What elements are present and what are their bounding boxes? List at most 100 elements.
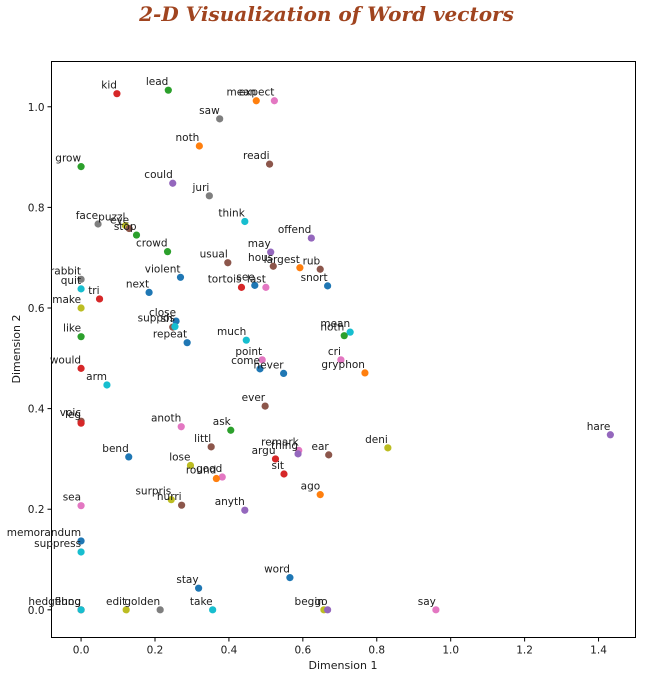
point-flung [77, 606, 85, 614]
point-rabbit [77, 275, 85, 283]
x-tick-label: 0.2 [147, 645, 164, 657]
point-stay [195, 584, 203, 592]
point-anoth [177, 423, 185, 431]
point-deni [384, 444, 392, 452]
data-points [77, 86, 614, 614]
point-label-go: go [315, 596, 328, 608]
point-gryphon [361, 369, 369, 377]
point-much [242, 336, 250, 344]
point-label-tri: tri [88, 285, 99, 297]
point-label-noth: noth [320, 322, 344, 334]
point-label-hare: hare [587, 421, 611, 433]
point-label-kid: kid [101, 80, 117, 92]
point-edit [122, 606, 130, 614]
x-tick-label: 0.0 [73, 645, 90, 657]
point-label-rabbit: rabbit [50, 265, 81, 277]
point-leg [77, 419, 85, 427]
point-label-edit: edit [106, 596, 126, 608]
point-label-would: would [50, 354, 81, 366]
point-label-lead: lead [146, 76, 168, 88]
point-label-lose: lose [169, 451, 190, 463]
point-label-eye: eye [110, 215, 129, 227]
point-label-littl: littl [194, 433, 211, 445]
point-label-repeat: repeat [153, 329, 187, 341]
point-label-stay: stay [176, 574, 198, 586]
point-close [172, 317, 180, 325]
point-word [286, 574, 294, 582]
point-think [241, 217, 249, 226]
point-ear [325, 451, 333, 459]
point-label-word: word [264, 564, 290, 576]
x-tick-label: 1.4 [590, 645, 607, 657]
point-last [262, 283, 270, 291]
point-label-violent: violent [145, 263, 181, 275]
point-label-mean: mean [226, 87, 256, 99]
point-offend [307, 234, 315, 242]
point-label-make: make [52, 294, 81, 306]
point-may [267, 248, 275, 256]
point-label-hedgehog: hedgehog [28, 596, 81, 608]
point-ago [316, 491, 324, 499]
y-tick-label: 1.0 [28, 102, 45, 114]
point-label-arm: arm [86, 371, 107, 383]
point-surpris [167, 496, 175, 504]
point-label-noth: noth [175, 132, 199, 144]
point-juri [205, 192, 213, 200]
point-label-see: see [236, 271, 254, 283]
point-label-snort: snort [301, 272, 328, 284]
point-argu [271, 455, 280, 463]
y-tick-label: 0.8 [28, 202, 45, 214]
point-saw [216, 115, 224, 123]
point-hous [269, 262, 277, 270]
point-label-never: never [254, 359, 285, 371]
point-mean [346, 328, 354, 336]
point-could [169, 179, 177, 187]
point-label-remark: remark [261, 436, 300, 448]
y-tick-label: 0.0 [28, 605, 45, 617]
point-crowd [163, 248, 172, 256]
point-say [432, 606, 440, 614]
y-axis: 0.0 0.2 0.4 0.6 0.8 1.0 [28, 102, 52, 617]
point-label-cri: cri [328, 346, 341, 358]
y-tick-label: 0.6 [28, 303, 45, 315]
point-lead [164, 86, 172, 94]
y-axis-label: Dimension 2 [10, 315, 23, 384]
point-label-tortois: tortois [208, 273, 242, 285]
point-repeat [183, 339, 191, 347]
point-grow [77, 163, 85, 171]
point-label-expect: expect [239, 87, 275, 99]
point-label-golden: golden [124, 596, 160, 608]
axes-frame [51, 61, 636, 638]
point-tri [95, 295, 104, 303]
point-label-ago: ago [301, 481, 321, 493]
point-cri [337, 356, 345, 364]
point-golden [156, 606, 164, 614]
point-snort [324, 282, 332, 290]
point-label-usual: usual [200, 249, 228, 261]
point-label-crowd: crowd [136, 238, 168, 250]
point-label-good: good [196, 463, 222, 475]
point-label-gryphon: gryphon [321, 359, 365, 371]
point-point [258, 356, 266, 364]
point-kid [113, 90, 121, 98]
point-lose [186, 461, 195, 470]
point-label-say: say [418, 596, 436, 608]
point-label-suppos: suppos [138, 313, 175, 325]
x-tick-label: 0.6 [294, 645, 311, 657]
point-largest [296, 264, 304, 272]
point-hurri [178, 501, 186, 509]
y-tick-label: 0.4 [28, 404, 45, 416]
point-label-grow: grow [55, 153, 81, 165]
point-suppress [77, 548, 85, 556]
point-violent [176, 273, 185, 281]
point-label-puzzl: puzzl [98, 211, 125, 223]
point-label-take: take [190, 596, 213, 608]
point-label-argu: argu [252, 445, 276, 457]
point-label-could: could [144, 169, 172, 181]
point-label-sit: sit [271, 460, 284, 472]
point-label-juri: juri [192, 182, 210, 194]
x-axis: 0.0 0.2 0.4 0.6 0.8 1.0 1.2 1.4 [73, 637, 607, 657]
point-memorandum [77, 537, 85, 545]
point-label-flung: flung [54, 596, 81, 608]
point-rub [316, 265, 324, 273]
